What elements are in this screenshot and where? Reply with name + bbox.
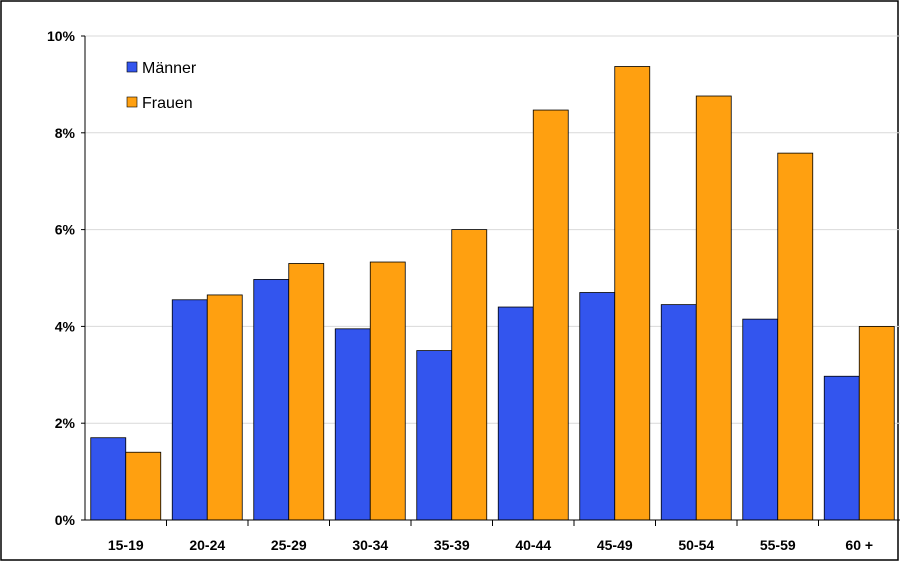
bars	[90, 66, 895, 521]
x-tick-label: 35-39	[434, 537, 470, 553]
y-tick-label: 4%	[55, 318, 76, 334]
bar-maenner-60	[823, 375, 860, 521]
bar-maenner-55-59	[742, 318, 779, 521]
bar-maenner-35-39	[416, 350, 453, 521]
legend-swatch-maenner	[126, 61, 138, 73]
x-tick-label: 15-19	[108, 537, 144, 553]
bar-frauen-30-34	[369, 261, 406, 521]
y-tick-label: 0%	[55, 512, 76, 528]
y-tick-label: 10%	[47, 28, 76, 44]
bar-frauen-45-49	[614, 66, 651, 521]
legend-label-frauen: Frauen	[142, 95, 193, 112]
x-tick-label: 50-54	[678, 537, 714, 553]
x-tick-label: 45-49	[597, 537, 633, 553]
y-tick-label: 8%	[55, 125, 76, 141]
x-tick-label: 30-34	[352, 537, 388, 553]
legend-swatch-frauen	[126, 96, 138, 108]
x-tick-label: 25-29	[271, 537, 307, 553]
bar-maenner-45-49	[579, 292, 616, 521]
bar-frauen-25-29	[288, 263, 325, 521]
legend: Männer Frauen	[126, 60, 197, 112]
bar-frauen-40-44	[532, 109, 569, 521]
x-tick-labels: 15-19 20-24 25-29 30-34 35-39 40-44 45-49 50-54…	[108, 537, 873, 553]
x-tick-label: 55-59	[760, 537, 796, 553]
bar-maenner-40-44	[497, 306, 534, 521]
bar-frauen-55-59	[777, 152, 814, 521]
legend-label-maenner: Männer	[142, 60, 197, 77]
bar-maenner-30-34	[334, 328, 371, 521]
bar-maenner-50-54	[660, 304, 697, 521]
axes	[81, 35, 900, 526]
bar-maenner-20-24	[171, 299, 208, 521]
bar-frauen-20-24	[206, 294, 243, 521]
bar-maenner-15-19	[90, 437, 127, 521]
x-tick-label: 40-44	[515, 537, 551, 553]
bar-frauen-60	[858, 325, 895, 521]
bar-maenner-25-29	[253, 279, 290, 521]
x-tick-label: 20-24	[189, 537, 225, 553]
y-tick-labels: 0% 2% 4% 6% 8% 10%	[47, 28, 76, 528]
y-tick-label: 2%	[55, 415, 76, 431]
bar-frauen-15-19	[125, 451, 162, 521]
bar-frauen-35-39	[451, 229, 488, 521]
y-tick-label: 6%	[55, 222, 76, 238]
x-tick-label: 60 +	[845, 537, 873, 553]
bar-frauen-50-54	[695, 95, 732, 521]
